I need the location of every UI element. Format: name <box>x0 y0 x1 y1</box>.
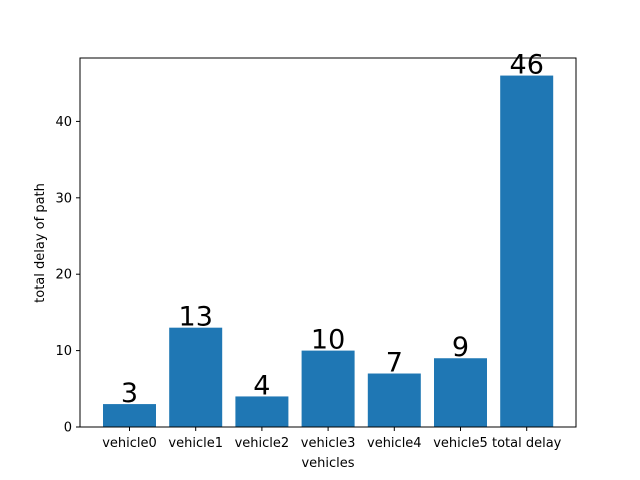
bar-vehicle3 <box>301 350 355 427</box>
x-tick-label: vehicle0 <box>102 436 157 451</box>
data-label: 13 <box>179 302 213 333</box>
x-tick-label: vehicle1 <box>168 436 223 451</box>
data-label: 3 <box>121 378 138 409</box>
x-tick-label: vehicle4 <box>367 436 422 451</box>
y-tick-label: 20 <box>55 268 72 283</box>
bar-vehicle1 <box>169 327 223 427</box>
x-tick-label: vehicle5 <box>433 436 488 451</box>
y-axis-label: total delay of path <box>33 183 48 303</box>
x-tick-label: vehicle2 <box>235 436 290 451</box>
data-label: 46 <box>510 50 544 81</box>
data-labels-layer: 3 13 4 10 7 9 46 <box>121 50 544 410</box>
y-tick-label: 30 <box>55 191 72 206</box>
bar-vehicle5 <box>434 358 487 427</box>
x-axis: vehicle0 vehicle1 vehicle2 vehicle3 vehicle4… <box>102 427 562 451</box>
bar-total-delay <box>500 75 554 427</box>
y-tick-label: 40 <box>55 115 72 130</box>
bar-vehicle4 <box>367 373 421 427</box>
x-axis-label: vehicles <box>301 456 354 471</box>
bar-vehicle2 <box>235 396 289 427</box>
data-label: 7 <box>386 348 403 379</box>
y-tick-label: 10 <box>55 344 72 359</box>
bar-vehicle0 <box>103 404 156 427</box>
x-tick-label: vehicle3 <box>301 436 356 451</box>
data-label: 9 <box>452 332 469 363</box>
bars-layer <box>103 75 554 427</box>
data-label: 4 <box>253 370 270 401</box>
y-axis: 0 10 20 30 40 <box>55 115 80 436</box>
data-label: 10 <box>311 325 345 356</box>
y-tick-label: 0 <box>64 421 72 436</box>
x-tick-label: total delay <box>492 436 562 451</box>
